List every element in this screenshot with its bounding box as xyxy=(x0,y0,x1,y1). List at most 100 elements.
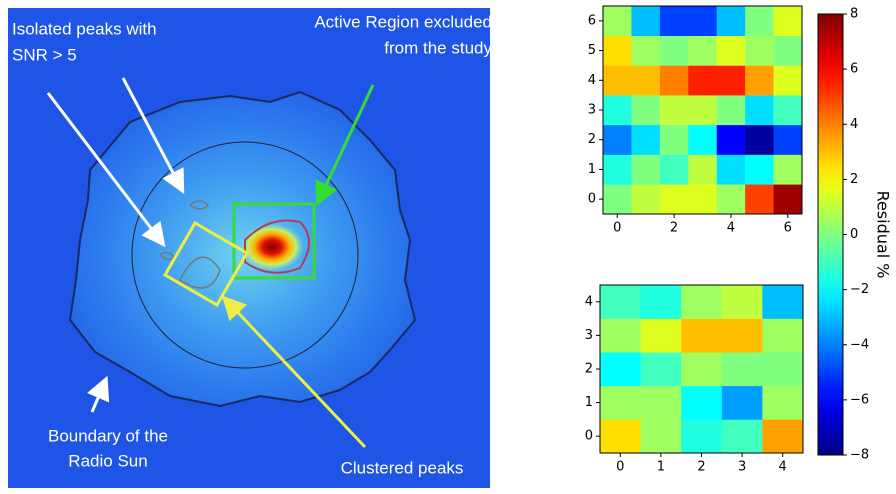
y-tick-label: 2 xyxy=(588,132,596,147)
colorbar-tick-label: −8 xyxy=(850,448,869,463)
heatmap-cell xyxy=(603,6,632,36)
heatmap-cell xyxy=(774,36,803,66)
x-tick-label: 2 xyxy=(670,221,678,236)
heatmap-cell xyxy=(745,6,774,36)
colorbar-tick-label: 4 xyxy=(850,117,858,132)
heatmap-cell xyxy=(681,386,722,420)
annotation: Boundary of the xyxy=(48,426,168,445)
annotation: from the study xyxy=(384,38,492,57)
heatmap-cell xyxy=(762,386,803,420)
heatmap-cell xyxy=(745,125,774,155)
heatmap-cell xyxy=(722,419,763,453)
heatmap-cell xyxy=(660,36,689,66)
heatmap-cell xyxy=(660,95,689,125)
heatmap-cell xyxy=(660,184,689,214)
figure: Isolated peaks with SNR > 5 Active Regio… xyxy=(0,0,896,494)
heatmap-cell xyxy=(641,319,682,353)
heatmap-cell xyxy=(600,285,641,319)
heatmap-cell xyxy=(631,184,660,214)
heatmap-cell xyxy=(722,285,763,319)
heatmap-cell xyxy=(688,6,717,36)
heatmap-cell xyxy=(600,419,641,453)
heatmap-cell xyxy=(774,125,803,155)
annotation: SNR > 5 xyxy=(12,45,77,64)
y-tick-label: 2 xyxy=(585,362,593,377)
heatmap-cell xyxy=(722,319,763,353)
heatmap-cell xyxy=(745,184,774,214)
heatmap-cell xyxy=(762,319,803,353)
x-tick-label: 1 xyxy=(657,460,665,475)
heatmap-cell xyxy=(681,352,722,386)
heatmap-cell xyxy=(660,155,689,185)
heatmap-cell xyxy=(681,319,722,353)
heatmap-cell xyxy=(660,125,689,155)
heatmap-cell xyxy=(603,36,632,66)
heatmap-cell xyxy=(774,155,803,185)
heatmap-cell xyxy=(681,419,722,453)
heatmap-cell xyxy=(762,419,803,453)
heatmap-cell xyxy=(762,352,803,386)
heatmap-cell xyxy=(603,95,632,125)
heatmap-cell xyxy=(774,95,803,125)
heatmap-cell xyxy=(745,36,774,66)
heatmap-cell xyxy=(641,419,682,453)
heatmap-cell xyxy=(717,95,746,125)
heatmap-cell xyxy=(603,125,632,155)
heatmap-cell xyxy=(603,65,632,95)
heatmap-cell xyxy=(774,184,803,214)
heatmap-cell xyxy=(631,95,660,125)
heatmap-cell xyxy=(660,6,689,36)
heatmap-cell xyxy=(745,95,774,125)
heatmap-cell xyxy=(688,36,717,66)
heatmap-cell xyxy=(600,352,641,386)
annotation: Isolated peaks with xyxy=(12,19,157,38)
x-tick-label: 6 xyxy=(784,221,792,236)
colorbar-tick-label: 0 xyxy=(850,227,858,242)
heatmap-cell xyxy=(660,65,689,95)
heatmap-cell xyxy=(717,155,746,185)
x-tick-label: 4 xyxy=(727,221,735,236)
heatmap-cell xyxy=(603,155,632,185)
heatmap-cell xyxy=(688,155,717,185)
y-tick-label: 4 xyxy=(588,73,596,88)
heatmap-cell xyxy=(717,65,746,95)
y-tick-label: 1 xyxy=(585,395,593,410)
colorbar-tick-label: −6 xyxy=(850,392,869,407)
heatmap-cell xyxy=(603,184,632,214)
heatmap-cell xyxy=(762,285,803,319)
y-tick-label: 3 xyxy=(585,328,593,343)
heatmap-cell xyxy=(681,285,722,319)
heatmap-cell xyxy=(722,352,763,386)
y-tick-label: 0 xyxy=(588,192,596,207)
heatmap-cell xyxy=(774,65,803,95)
annotation: Active Region excluded xyxy=(314,12,492,31)
heatmap-cell xyxy=(745,65,774,95)
y-tick-label: 6 xyxy=(588,13,596,28)
active-region xyxy=(240,223,304,271)
heatmap-cell xyxy=(717,184,746,214)
heatmap-cell xyxy=(631,36,660,66)
heatmap-cell xyxy=(717,36,746,66)
x-tick-label: 0 xyxy=(613,221,621,236)
heatmap-cell xyxy=(688,65,717,95)
heatmap-cell xyxy=(600,386,641,420)
heatmap-cell xyxy=(631,155,660,185)
heatmap-cell xyxy=(745,155,774,185)
heatmap-cell xyxy=(722,386,763,420)
y-tick-label: 1 xyxy=(588,162,596,177)
annotation: Radio Sun xyxy=(68,451,147,470)
heatmap-cell xyxy=(641,285,682,319)
x-tick-label: 4 xyxy=(779,460,787,475)
heatmap-cell xyxy=(717,6,746,36)
colorbar-tick-label: −4 xyxy=(850,337,869,352)
colorbar-tick-label: 8 xyxy=(850,7,858,22)
x-tick-label: 3 xyxy=(738,460,746,475)
y-tick-label: 3 xyxy=(588,103,596,118)
heatmap-cell xyxy=(688,184,717,214)
annotation: Clustered peaks xyxy=(341,458,464,477)
radio-sun-image: Isolated peaks with SNR > 5 Active Regio… xyxy=(8,8,492,488)
colorbar-label: Residual % xyxy=(874,191,893,279)
x-tick-label: 0 xyxy=(616,460,624,475)
heatmap-cell xyxy=(631,6,660,36)
colorbar-tick-label: 6 xyxy=(850,62,858,77)
